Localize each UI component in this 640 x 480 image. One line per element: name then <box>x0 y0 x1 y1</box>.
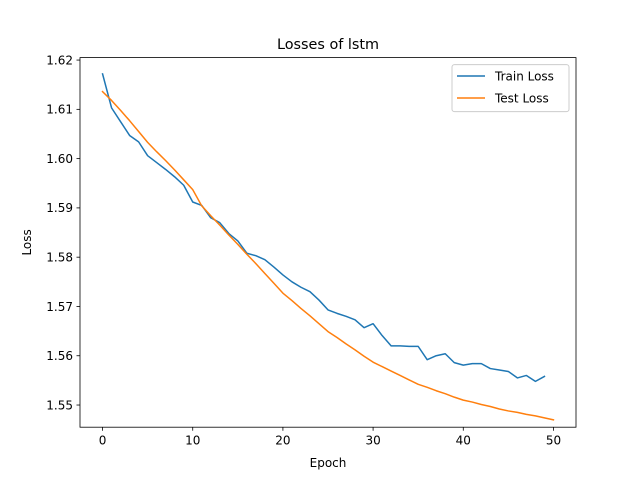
y-tick-label: 1.62 <box>46 53 73 67</box>
y-tick-label: 1.59 <box>46 201 73 215</box>
y-tick-label: 1.61 <box>46 103 73 117</box>
x-axis-ticks: 0 10 20 30 40 50 <box>99 427 561 448</box>
y-tick-label: 1.55 <box>46 398 73 412</box>
y-tick-label: 1.60 <box>46 152 73 166</box>
y-tick-label: 1.58 <box>46 250 73 264</box>
legend-label-train-loss: Train Loss <box>494 70 554 84</box>
y-axis-label: Loss <box>20 229 34 255</box>
x-tick-label: 0 <box>99 434 107 448</box>
series-layer <box>101 72 555 421</box>
legend: Train Loss Test Loss <box>451 64 570 113</box>
y-tick-label: 1.56 <box>46 349 73 363</box>
y-tick-label: 1.57 <box>46 300 73 314</box>
x-tick-label: 10 <box>185 434 200 448</box>
legend-label-test-loss: Test Loss <box>494 92 549 106</box>
x-tick-label: 30 <box>365 434 380 448</box>
series-line-train-loss <box>101 72 546 383</box>
x-tick-label: 40 <box>456 434 471 448</box>
axes-frame <box>79 57 577 428</box>
chart-title: Losses of lstm <box>277 37 379 53</box>
x-axis-label: Epoch <box>310 456 347 470</box>
series-line-test-loss <box>101 90 555 421</box>
x-tick-label: 20 <box>275 434 290 448</box>
x-tick-label: 50 <box>546 434 561 448</box>
plot-area <box>79 57 577 428</box>
y-axis-ticks: 1.55 1.56 1.57 1.58 1.59 1.60 1.61 1.62 <box>46 53 80 412</box>
